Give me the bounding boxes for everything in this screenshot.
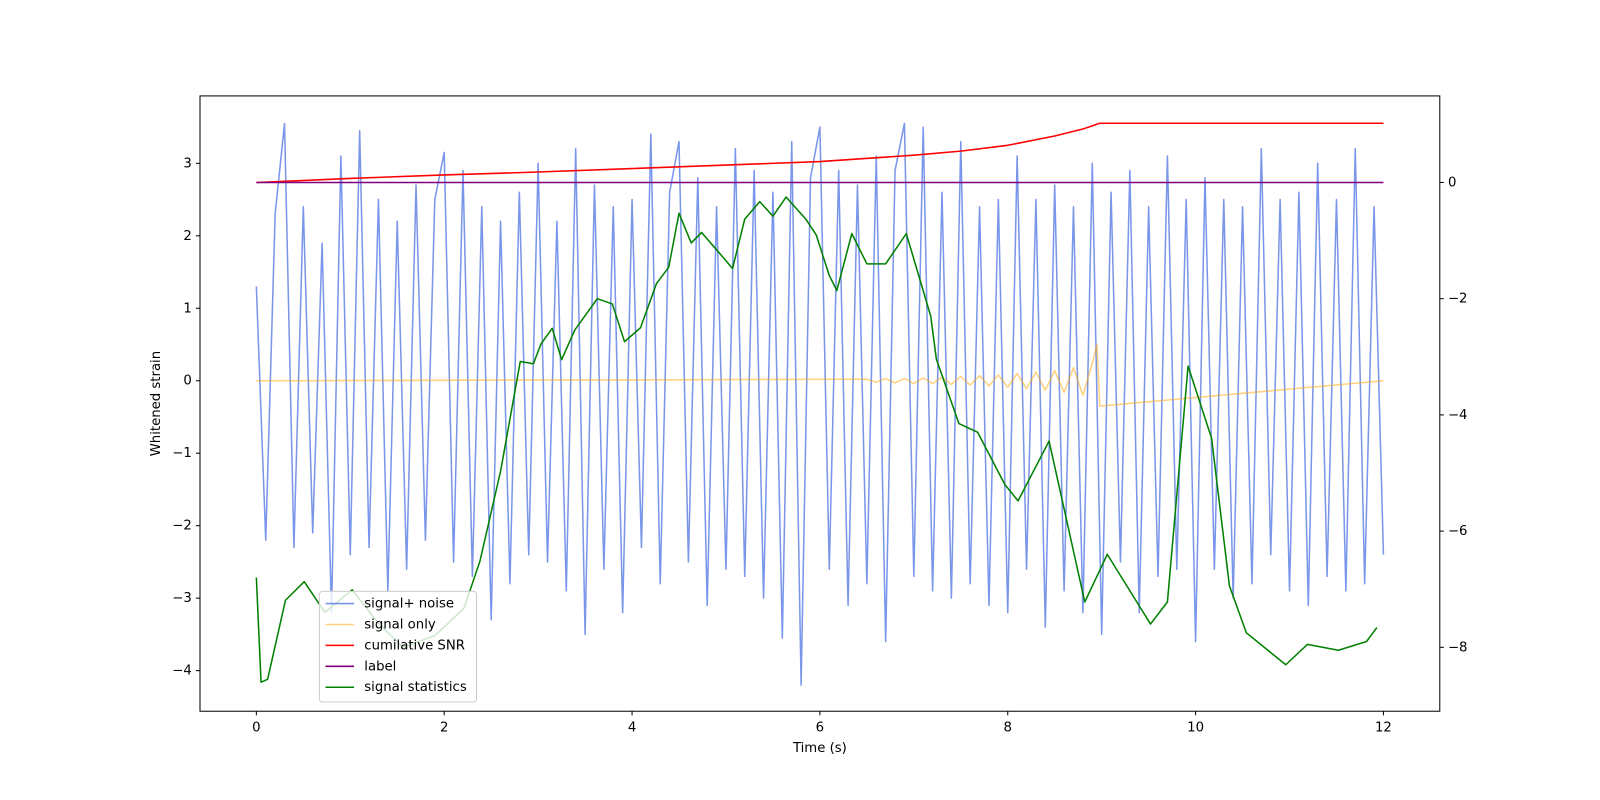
y-tick-label: 3 — [183, 156, 191, 171]
series-line — [255, 122, 1385, 686]
y-tick-label: 1 — [183, 301, 191, 316]
x-tick-label: 6 — [816, 721, 824, 736]
x-tick-label: 4 — [628, 721, 636, 736]
y2-tick-label: −4 — [1448, 408, 1468, 423]
legend-label: cumilative SNR — [364, 638, 465, 653]
x-tick-label: 8 — [1004, 721, 1012, 736]
legend-label: signal statistics — [364, 680, 467, 695]
series-line — [256, 122, 1384, 184]
y2-tick-label: 0 — [1448, 175, 1456, 190]
x-tick-label: 10 — [1187, 721, 1204, 736]
legend-label: label — [364, 659, 396, 674]
y-tick-label: −4 — [172, 664, 192, 679]
y-tick-label: −3 — [172, 591, 192, 606]
y-tick-label: −1 — [172, 446, 192, 461]
y-axis-label: Whitened strain — [149, 351, 164, 456]
x-tick-label: 12 — [1375, 721, 1392, 736]
y2-tick-label: −8 — [1448, 640, 1468, 655]
legend-label: signal+ noise — [364, 597, 454, 612]
y-tick-label: −2 — [172, 519, 192, 534]
legend-box — [318, 590, 478, 703]
y2-tick-label: −2 — [1448, 292, 1468, 307]
x-tick-label: 0 — [252, 721, 260, 736]
x-axis-label: Time (s) — [792, 741, 847, 756]
legend-label: signal only — [364, 617, 436, 632]
y2-tick-label: −6 — [1448, 524, 1468, 539]
y-tick-label: 2 — [183, 229, 191, 244]
x-tick-label: 2 — [440, 721, 448, 736]
y-tick-label: 0 — [183, 374, 191, 389]
series-line — [256, 343, 1384, 407]
